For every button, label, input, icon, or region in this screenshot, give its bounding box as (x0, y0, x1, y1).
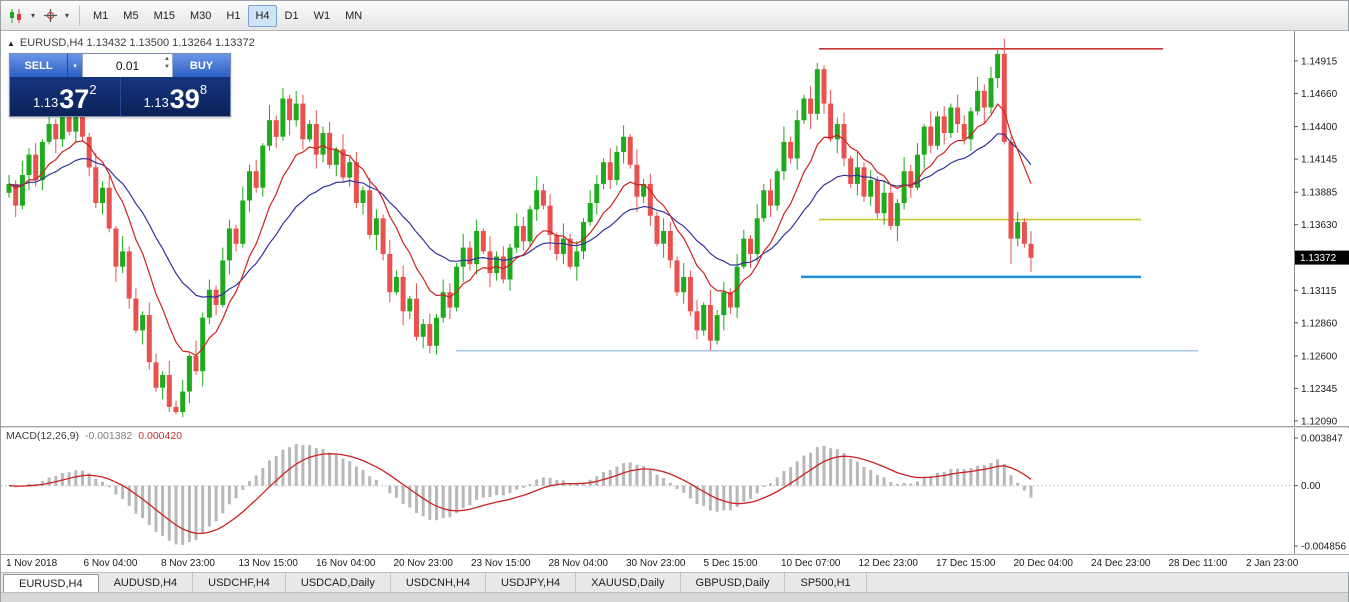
time-axis-label: 5 Dec 15:00 (703, 558, 758, 569)
time-axis-label: 13 Nov 15:00 (238, 558, 299, 569)
symbol-marker-icon: ▲ (7, 38, 15, 48)
time-axis-label: 23 Nov 15:00 (471, 558, 531, 569)
time-axis-label: 17 Dec 15:00 (936, 558, 996, 569)
sell-button[interactable]: SELL (10, 54, 67, 77)
time-axis-label: 10 Dec 07:00 (781, 558, 841, 569)
trade-prices-row: 1.13 37 2 1.13 39 8 (10, 77, 230, 116)
sell-price-fraction: 2 (89, 82, 97, 97)
time-axis-label: 2 Jan 23:00 (1246, 558, 1299, 569)
macd-main-value: -0.001382 (84, 430, 133, 442)
order-options-caret[interactable]: ▾ (67, 54, 82, 77)
svg-text:1.14915: 1.14915 (1301, 56, 1338, 67)
chart-tab-usdcad[interactable]: USDCAD,Daily (286, 573, 391, 592)
buy-price-pips: 39 (169, 84, 200, 115)
time-axis: 1 Nov 2018 6 Nov 04:00 8 Nov 23:00 13 Nov 1… (1, 554, 1349, 572)
crosshair-icon (43, 9, 57, 22)
time-axis-label: 20 Dec 04:00 (1013, 558, 1074, 569)
chart-title-ohlc: EURUSD,H4 1.13432 1.13500 1.13264 1.1337… (19, 37, 255, 49)
macd-canvas[interactable]: 0.003847 0.00 -0.004856 (1, 428, 1349, 554)
trade-controls-row: SELL ▾ 0.01 ▲ ▼ BUY (10, 54, 230, 77)
timeframe-toolbar: ▾ ▾ M1 M5 M15 M30 H1 H4 D1 W1 MN (1, 1, 1348, 31)
macd-signal-value: 0.000420 (138, 430, 183, 442)
svg-text:1.12860: 1.12860 (1301, 318, 1338, 329)
svg-text:1.12600: 1.12600 (1301, 351, 1338, 362)
svg-text:1.13115: 1.13115 (1301, 286, 1337, 297)
timeframe-button-m1[interactable]: M1 (93, 9, 109, 22)
time-axis-label: 16 Nov 04:00 (316, 558, 376, 569)
buy-price-fraction: 8 (199, 82, 208, 97)
svg-text:1.13372: 1.13372 (1300, 253, 1337, 264)
sell-price-pips: 37 (59, 84, 90, 115)
chart-tab-bar: EURUSD,H4 AUDUSD,H4 USDCHF,H4 USDCAD,Daily U… (1, 572, 1348, 592)
buy-price-display[interactable]: 1.13 39 8 (119, 77, 231, 116)
macd-indicator-panel[interactable]: 0.003847 0.00 -0.004856 MACD(12,26,9) -0.0… (1, 428, 1349, 554)
svg-text:1.12345: 1.12345 (1301, 384, 1338, 395)
chart-type-button[interactable] (5, 5, 27, 27)
macd-header: MACD(12,26,9) -0.001382 0.000420 (6, 430, 182, 442)
svg-text:1.13630: 1.13630 (1301, 220, 1338, 231)
timeframe-button-m30[interactable]: M30 (189, 9, 212, 22)
chart-tab-eurusd[interactable]: EURUSD,H4 (3, 574, 99, 592)
lot-size-input[interactable]: 0.01 ▲ ▼ (82, 54, 173, 77)
lot-size-value: 0.01 (115, 58, 140, 73)
svg-text:1.13885: 1.13885 (1301, 188, 1338, 199)
chart-type-dropdown-caret[interactable]: ▾ (30, 11, 35, 20)
chart-tab-usdcnh[interactable]: USDCNH,H4 (391, 573, 487, 592)
macd-label: MACD(12,26,9) (6, 430, 79, 442)
svg-text:1.14660: 1.14660 (1301, 89, 1338, 100)
timeframe-button-w1[interactable]: W1 (313, 9, 331, 22)
time-axis-label: 12 Dec 23:00 (858, 558, 919, 569)
time-axis-label: 1 Nov 2018 (6, 558, 58, 569)
crosshair-button[interactable] (39, 5, 61, 27)
svg-text:1.14400: 1.14400 (1301, 122, 1338, 133)
timeframe-button-h1[interactable]: H1 (226, 9, 241, 22)
timeframe-button-group: M1 M5 M15 M30 H1 H4 D1 W1 MN (86, 4, 369, 27)
one-click-trading-panel: SELL ▾ 0.01 ▲ ▼ BUY 1.13 37 2 1.13 39 8 (9, 53, 231, 117)
svg-text:1.12090: 1.12090 (1301, 416, 1338, 426)
timeframe-button-h4[interactable]: H4 (248, 4, 277, 27)
svg-text:0.00: 0.00 (1301, 481, 1321, 492)
time-axis-label: 20 Nov 23:00 (393, 558, 454, 569)
chart-ohlc-header: ▲ EURUSD,H4 1.13432 1.13500 1.13264 1.13… (7, 37, 255, 49)
buy-price-base: 1.13 (143, 95, 169, 110)
lot-spinner[interactable]: ▲ ▼ (164, 55, 170, 72)
time-axis-label: 6 Nov 04:00 (83, 558, 138, 569)
panel-divider[interactable] (1, 426, 1348, 428)
chart-tab-usdjpy[interactable]: USDJPY,H4 (486, 573, 577, 592)
timeframe-button-m15[interactable]: M15 (153, 9, 175, 22)
timeframe-button-m5[interactable]: M5 (123, 9, 139, 22)
main-price-chart[interactable]: 1.14915 1.14660 1.14400 1.14145 1.13885 1.136… (1, 31, 1349, 426)
buy-button[interactable]: BUY (173, 54, 230, 77)
time-axis-label: 28 Nov 04:00 (548, 558, 609, 569)
timeframe-button-mn[interactable]: MN (345, 9, 363, 22)
chart-tab-xauusd[interactable]: XAUUSD,Daily (576, 573, 681, 592)
svg-text:-0.004856: -0.004856 (1301, 542, 1346, 553)
svg-text:1.14145: 1.14145 (1301, 155, 1338, 166)
svg-text:0.003847: 0.003847 (1301, 434, 1343, 445)
timeframe-button-d1[interactable]: D1 (284, 9, 299, 22)
sell-price-base: 1.13 (32, 95, 59, 110)
sell-price-display[interactable]: 1.13 37 2 (10, 77, 120, 116)
chart-tab-gbpusd[interactable]: GBPUSD,Daily (681, 573, 786, 592)
horizontal-scrollbar[interactable] (1, 592, 1348, 602)
chart-tab-sp500[interactable]: SP500,H1 (785, 573, 867, 592)
time-axis-label: 30 Nov 23:00 (626, 558, 686, 569)
cursor-mode-dropdown-caret[interactable]: ▾ (64, 11, 69, 20)
time-axis-label: 28 Dec 11:00 (1168, 558, 1228, 569)
spinner-down-icon[interactable]: ▼ (164, 64, 170, 71)
toolbar-separator (79, 5, 80, 26)
time-axis-label: 8 Nov 23:00 (161, 558, 215, 569)
chart-tab-audusd[interactable]: AUDUSD,H4 (99, 573, 194, 592)
spinner-up-icon[interactable]: ▲ (164, 56, 170, 62)
chart-tab-usdchf[interactable]: USDCHF,H4 (193, 573, 286, 592)
time-axis-label: 24 Dec 23:00 (1091, 558, 1151, 569)
candlestick-chart-icon (10, 8, 21, 23)
